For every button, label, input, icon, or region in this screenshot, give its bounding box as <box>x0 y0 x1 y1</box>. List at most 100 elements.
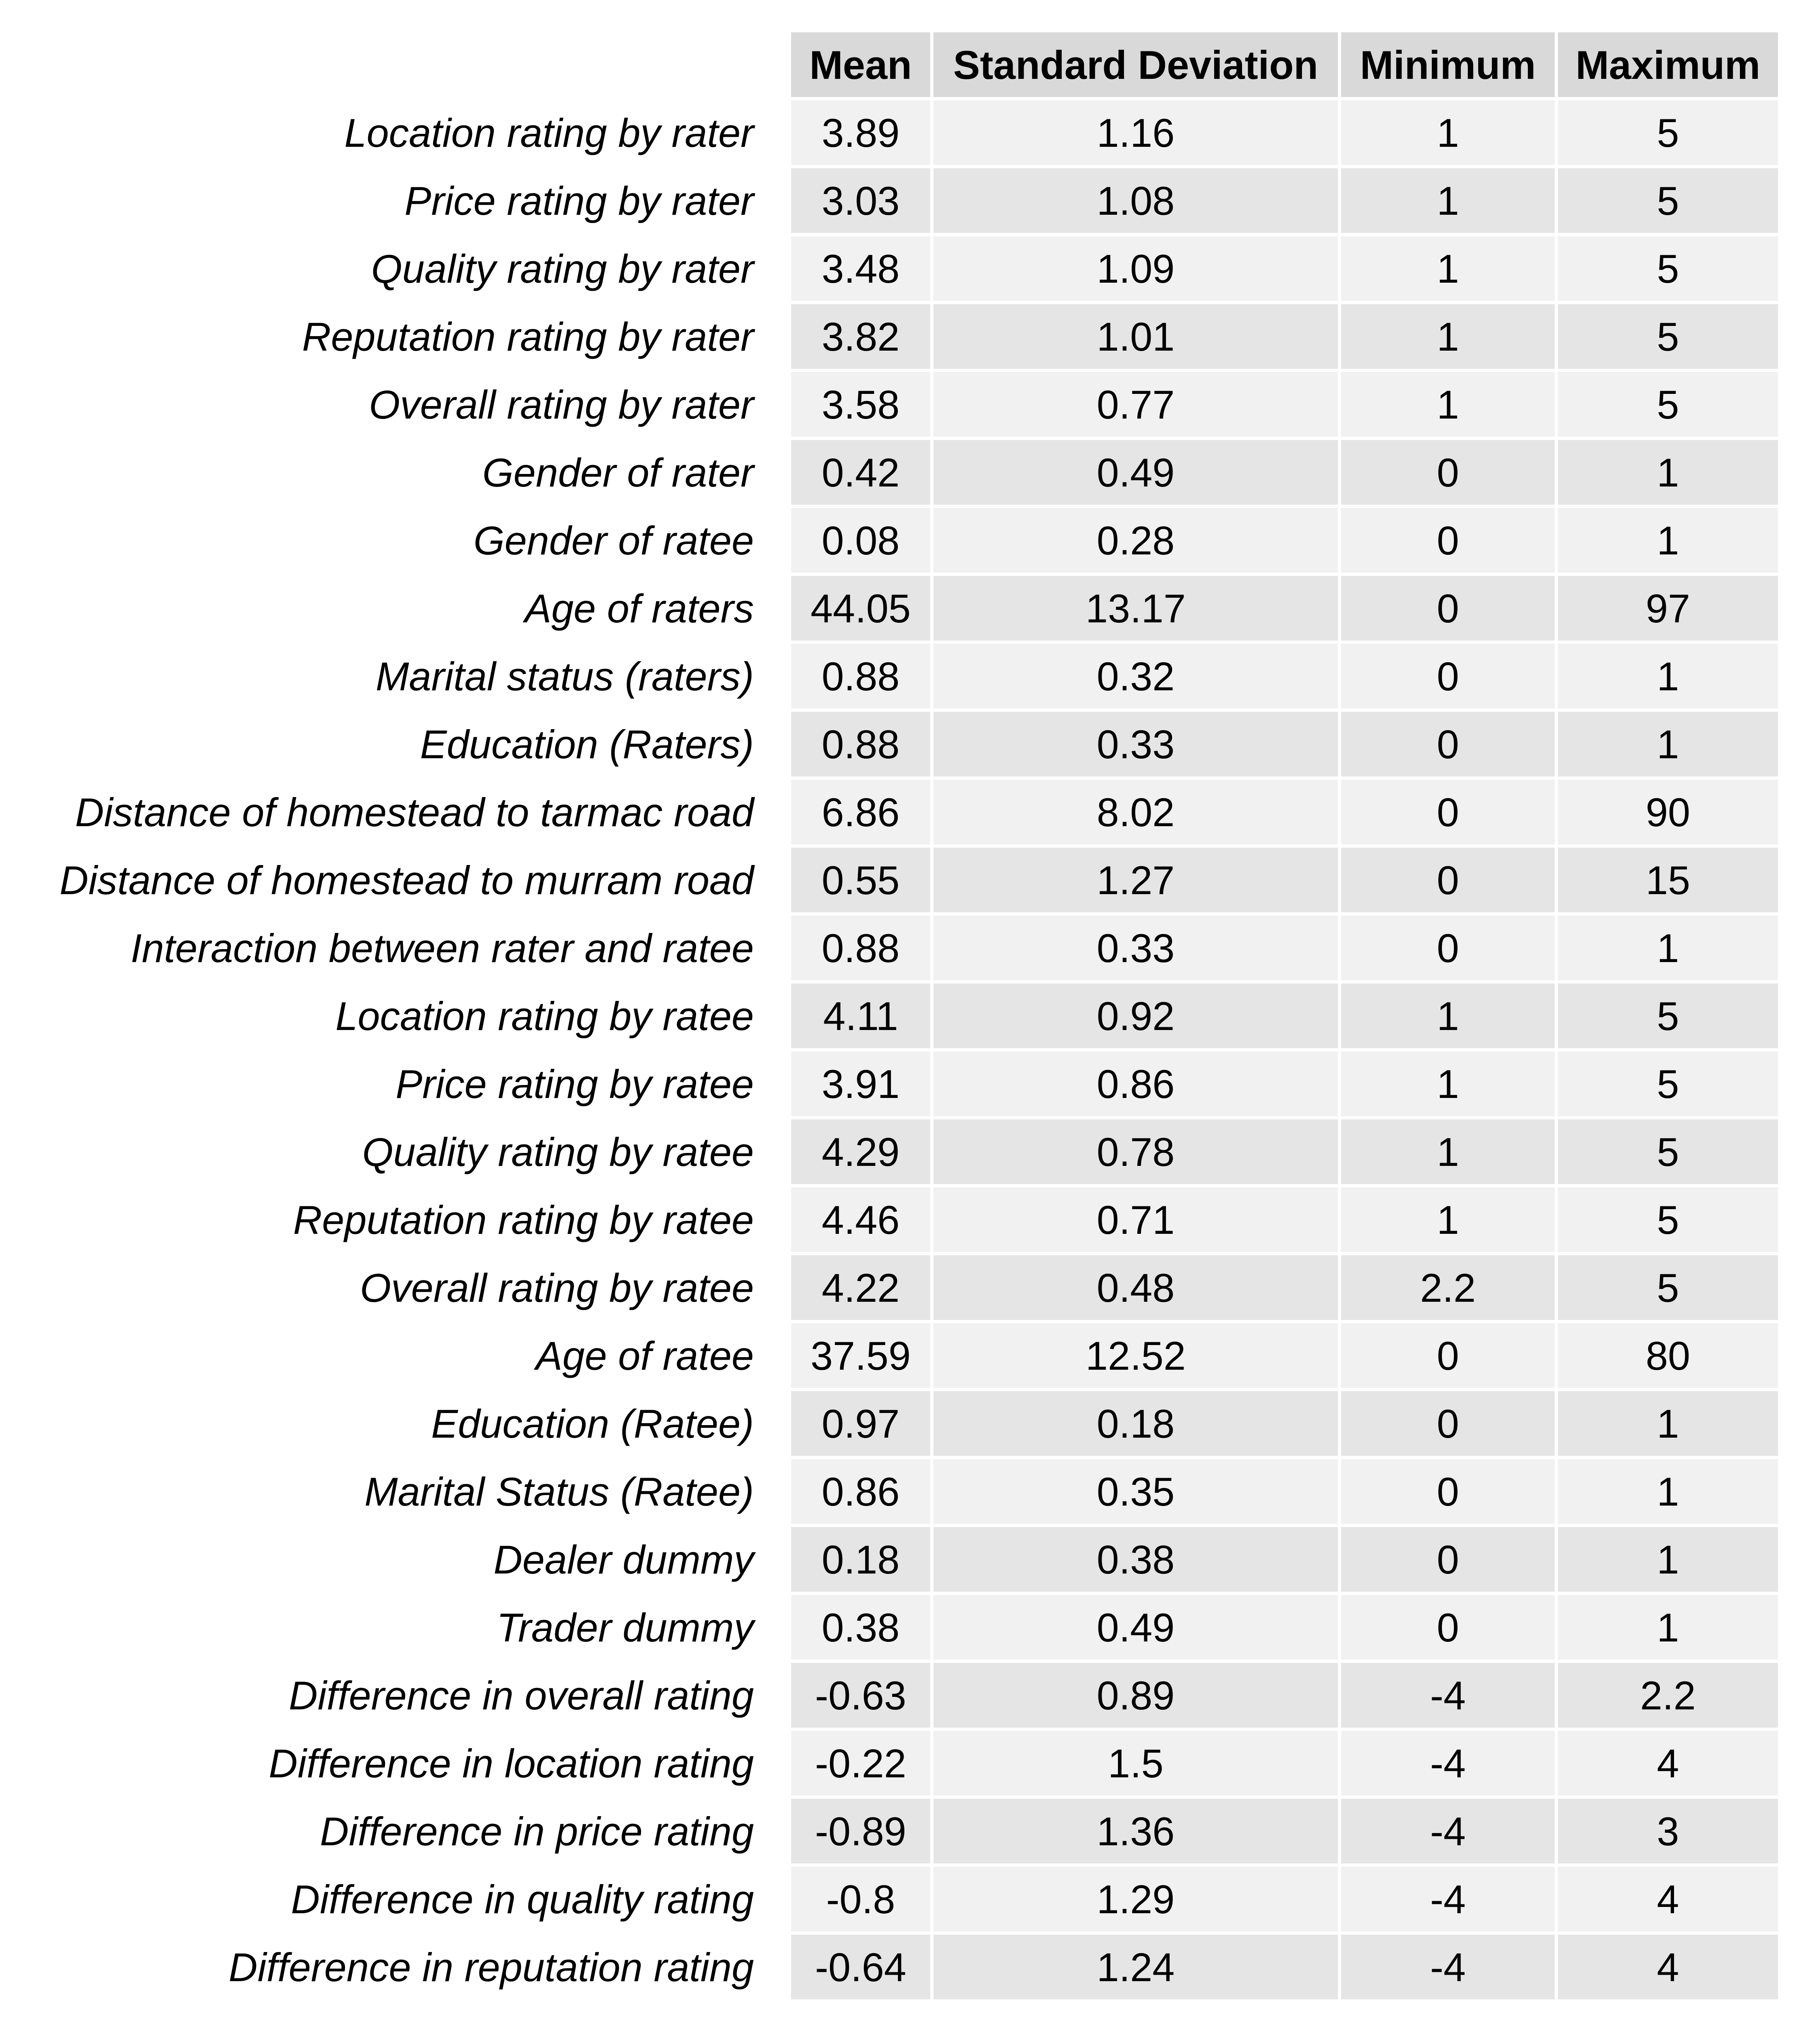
cell-standard-deviation: 0.77 <box>933 372 1338 437</box>
cell-standard-deviation: 12.52 <box>933 1323 1338 1388</box>
table-row: Difference in price rating -0.89 1.36 -4 3 <box>28 1799 1778 1863</box>
cell-standard-deviation: 1.24 <box>933 1935 1338 1999</box>
cell-maximum: 5 <box>1558 168 1778 233</box>
cell-mean: 0.97 <box>791 1391 930 1456</box>
cell-standard-deviation: 0.33 <box>933 712 1338 776</box>
row-label: Gender of rater <box>482 450 754 495</box>
cell-maximum: 1 <box>1558 1527 1778 1592</box>
header-row: Mean Standard Deviation Minimum Maximum <box>28 32 1778 97</box>
cell-mean: 4.29 <box>791 1119 930 1184</box>
table-row: Location rating by ratee 4.11 0.92 1 5 <box>28 984 1778 1048</box>
cell-standard-deviation: 0.92 <box>933 984 1338 1048</box>
cell-maximum: 4 <box>1558 1935 1778 1999</box>
cell-standard-deviation: 8.02 <box>933 780 1338 844</box>
row-label: Distance of homestead to tarmac road <box>75 789 754 835</box>
row-label: Gender of ratee <box>473 518 754 563</box>
row-label: Location rating by rater <box>344 110 754 155</box>
cell-mean: 37.59 <box>791 1323 930 1388</box>
column-header-maximum: Maximum <box>1558 32 1778 97</box>
cell-minimum: 0 <box>1341 1459 1555 1524</box>
cell-mean: 3.48 <box>791 236 930 301</box>
cell-maximum: 97 <box>1558 576 1778 641</box>
column-header-minimum: Minimum <box>1341 32 1555 97</box>
table-row: Overall rating by ratee 4.22 0.48 2.2 5 <box>28 1255 1778 1320</box>
row-label: Quality rating by ratee <box>362 1129 754 1174</box>
cell-mean: -0.89 <box>791 1799 930 1863</box>
cell-minimum: 0 <box>1341 508 1555 573</box>
table-row: Difference in overall rating -0.63 0.89 -4 2… <box>28 1663 1778 1728</box>
cell-maximum: 1 <box>1558 916 1778 980</box>
cell-standard-deviation: 1.01 <box>933 304 1338 369</box>
row-label: Reputation rating by rater <box>302 314 754 359</box>
cell-mean: 4.11 <box>791 984 930 1048</box>
table-row: Gender of rater 0.42 0.49 0 1 <box>28 440 1778 505</box>
cell-standard-deviation: 0.35 <box>933 1459 1338 1524</box>
table-row: Location rating by rater 3.89 1.16 1 5 <box>28 100 1778 165</box>
table-row: Distance of homestead to murram road 0.55… <box>28 848 1778 912</box>
cell-minimum: 1 <box>1341 168 1555 233</box>
cell-minimum: 1 <box>1341 1119 1555 1184</box>
row-label: Dealer dummy <box>493 1537 754 1582</box>
table-row: Price rating by rater 3.03 1.08 1 5 <box>28 168 1778 233</box>
row-label: Price rating by ratee <box>396 1061 754 1106</box>
table-row: Reputation rating by ratee 4.46 0.71 1 5 <box>28 1187 1778 1252</box>
cell-standard-deviation: 1.16 <box>933 100 1338 165</box>
cell-mean: 3.82 <box>791 304 930 369</box>
table-row: Marital status (raters) 0.88 0.32 0 1 <box>28 644 1778 709</box>
row-label: Age of ratee <box>535 1333 754 1378</box>
table-row: Price rating by ratee 3.91 0.86 1 5 <box>28 1051 1778 1116</box>
cell-mean: 0.38 <box>791 1595 930 1660</box>
cell-minimum: -4 <box>1341 1663 1555 1728</box>
cell-standard-deviation: 0.78 <box>933 1119 1338 1184</box>
table-row: Difference in location rating -0.22 1.5 -4 4 <box>28 1731 1778 1796</box>
row-label: Distance of homestead to murram road <box>59 857 754 903</box>
cell-mean: 4.46 <box>791 1187 930 1252</box>
cell-minimum: -4 <box>1341 1799 1555 1863</box>
table-row: Reputation rating by rater 3.82 1.01 1 5 <box>28 304 1778 369</box>
table-row: Distance of homestead to tarmac road 6.86… <box>28 780 1778 844</box>
cell-standard-deviation: 0.49 <box>933 1595 1338 1660</box>
cell-minimum: 0 <box>1341 440 1555 505</box>
cell-mean: 0.88 <box>791 644 930 709</box>
table-row: Dealer dummy 0.18 0.38 0 1 <box>28 1527 1778 1592</box>
cell-maximum: 1 <box>1558 1459 1778 1524</box>
cell-minimum: 1 <box>1341 984 1555 1048</box>
row-label: Location rating by ratee <box>335 993 754 1038</box>
cell-maximum: 4 <box>1558 1867 1778 1931</box>
cell-maximum: 1 <box>1558 440 1778 505</box>
table-row: Education (Ratee) 0.97 0.18 0 1 <box>28 1391 1778 1456</box>
row-label: Education (Raters) <box>420 721 754 767</box>
cell-minimum: -4 <box>1341 1935 1555 1999</box>
cell-minimum: 0 <box>1341 848 1555 912</box>
cell-maximum: 1 <box>1558 508 1778 573</box>
row-label: Interaction between rater and ratee <box>131 925 754 971</box>
row-label: Difference in reputation rating <box>229 1944 754 1990</box>
cell-minimum: 0 <box>1341 916 1555 980</box>
table-row: Interaction between rater and ratee 0.88 0… <box>28 916 1778 980</box>
column-header-standard-deviation: Standard Deviation <box>933 32 1338 97</box>
cell-maximum: 1 <box>1558 712 1778 776</box>
cell-maximum: 2.2 <box>1558 1663 1778 1728</box>
cell-maximum: 90 <box>1558 780 1778 844</box>
cell-minimum: 0 <box>1341 644 1555 709</box>
cell-standard-deviation: 1.27 <box>933 848 1338 912</box>
cell-minimum: 2.2 <box>1341 1255 1555 1320</box>
cell-standard-deviation: 0.86 <box>933 1051 1338 1116</box>
cell-mean: 3.03 <box>791 168 930 233</box>
cell-minimum: 0 <box>1341 780 1555 844</box>
table-row: Gender of ratee 0.08 0.28 0 1 <box>28 508 1778 573</box>
cell-mean: 0.88 <box>791 712 930 776</box>
cell-mean: 3.91 <box>791 1051 930 1116</box>
cell-minimum: -4 <box>1341 1867 1555 1931</box>
cell-mean: 3.58 <box>791 372 930 437</box>
table-body: Location rating by rater 3.89 1.16 1 5 Price … <box>28 100 1778 1999</box>
cell-maximum: 3 <box>1558 1799 1778 1863</box>
cell-mean: 4.22 <box>791 1255 930 1320</box>
row-label: Difference in location rating <box>269 1741 754 1786</box>
cell-minimum: 1 <box>1341 100 1555 165</box>
row-label: Reputation rating by ratee <box>293 1197 754 1242</box>
table-row: Quality rating by ratee 4.29 0.78 1 5 <box>28 1119 1778 1184</box>
cell-minimum: 0 <box>1341 576 1555 641</box>
cell-standard-deviation: 1.36 <box>933 1799 1338 1863</box>
cell-mean: 0.42 <box>791 440 930 505</box>
